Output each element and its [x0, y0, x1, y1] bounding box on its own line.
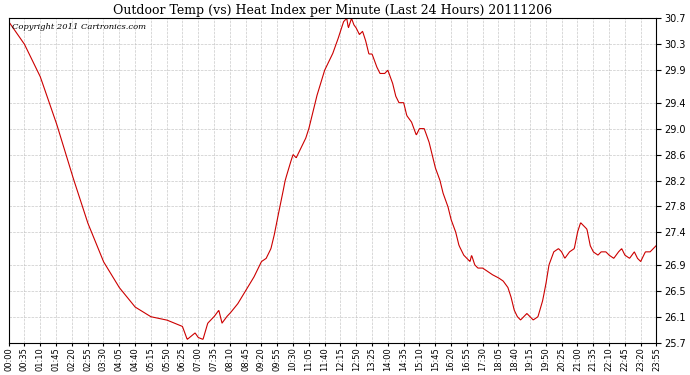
Text: Copyright 2011 Cartronics.com: Copyright 2011 Cartronics.com [12, 23, 146, 31]
Title: Outdoor Temp (vs) Heat Index per Minute (Last 24 Hours) 20111206: Outdoor Temp (vs) Heat Index per Minute … [113, 4, 552, 17]
